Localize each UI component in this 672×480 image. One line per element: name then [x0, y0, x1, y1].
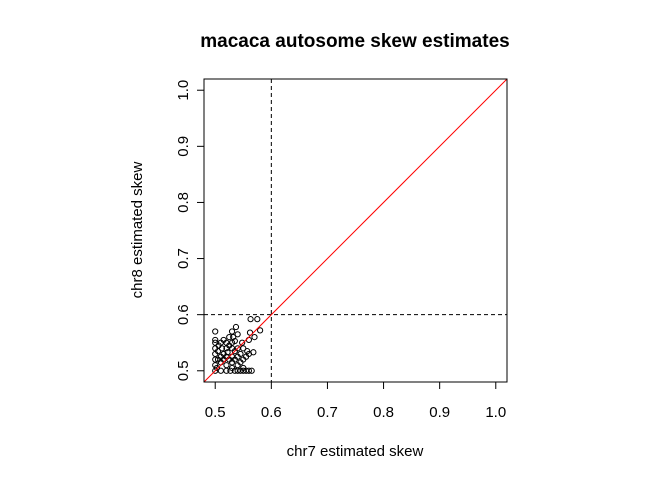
data-point: [232, 323, 240, 331]
x-tick-label: 0.9: [429, 404, 450, 421]
data-point: [218, 345, 226, 352]
identity-line: [203, 78, 508, 383]
data-point: [228, 328, 236, 335]
plot-area: 0.5 0.6 0.7 0.8 0.9 1.0 0.5 0.6 0.7 0.8 0.9 1.0: [175, 78, 508, 421]
y-tick-label: 0.5: [175, 360, 192, 381]
data-point: [251, 334, 258, 341]
x-tick-label: 0.6: [261, 404, 282, 421]
data-point: [245, 336, 252, 344]
data-point: [230, 334, 237, 341]
data-point: [223, 362, 230, 369]
data-point: [257, 327, 264, 334]
data-point: [248, 367, 255, 374]
data-point: [217, 367, 224, 374]
data-point: [224, 349, 231, 356]
x-tick-label: 0.5: [205, 404, 226, 421]
data-point: [246, 329, 254, 336]
data-point: [239, 339, 246, 346]
y-tick-label: 0.7: [175, 248, 192, 269]
data-point: [226, 334, 233, 341]
data-point: [240, 345, 247, 352]
y-axis-label: chr8 estimated skew: [129, 161, 146, 298]
chart-title: macaca autosome skew estimates: [200, 31, 509, 52]
y-tick-label: 1.0: [175, 80, 192, 101]
y-tick-label: 0.9: [175, 136, 192, 157]
data-point: [237, 350, 244, 358]
x-axis-label: chr7 estimated skew: [287, 443, 424, 460]
x-tick-label: 1.0: [485, 404, 506, 421]
x-tick-label: 0.8: [373, 404, 394, 421]
data-point: [231, 337, 238, 345]
y-tick-label: 0.8: [175, 192, 192, 213]
data-point: [212, 328, 219, 335]
data-point: [234, 331, 241, 338]
data-point: [212, 336, 219, 344]
data-point: [245, 367, 252, 374]
data-point: [213, 364, 221, 372]
data-point: [254, 316, 261, 323]
data-point: [250, 349, 257, 356]
plot-border: [203, 78, 508, 383]
data-point: [247, 316, 254, 323]
x-tick-label: 0.7: [317, 404, 338, 421]
y-tick-label: 0.6: [175, 304, 192, 325]
